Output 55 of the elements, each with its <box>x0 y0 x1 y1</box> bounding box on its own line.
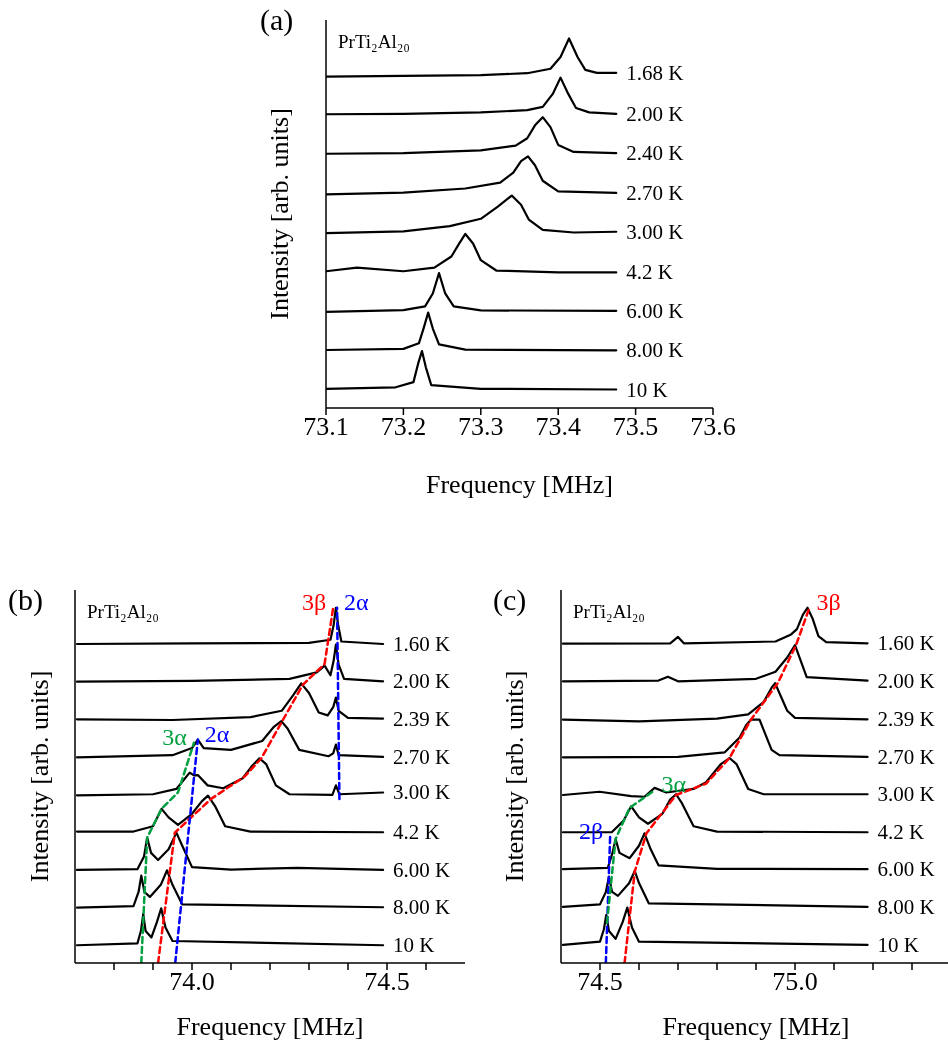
series-label: 3β <box>301 588 327 615</box>
y-axis-title: Intensity [arb. units] <box>265 108 294 320</box>
x-axis-title: Frequency [MHz] <box>662 1012 850 1041</box>
series-label: 10 K <box>393 933 435 958</box>
x-axis-title: Frequency [MHz] <box>176 1012 364 1041</box>
series-label: 3α <box>661 771 687 798</box>
annotation: PrTi₂Al₂₀ <box>87 601 159 622</box>
x-tick-label: 73.4 <box>535 412 581 442</box>
series-label: 1.68 K <box>626 60 684 85</box>
x-tick-label: 74.0 <box>169 967 215 997</box>
series-label: 6.00 K <box>877 857 935 882</box>
series-label: 2.70 K <box>877 744 935 769</box>
series-label: 8.00 K <box>393 895 451 920</box>
series-label: 8.00 K <box>626 338 684 363</box>
x-tick-label: 73.5 <box>612 412 659 442</box>
series-label: 4.2 K <box>626 260 673 285</box>
series-label: 2.00 K <box>877 668 935 693</box>
series-label: 2.40 K <box>626 141 684 166</box>
series-label: 2α <box>204 720 230 747</box>
chart-title: (c) <box>493 582 527 618</box>
series-label: 2.70 K <box>393 744 451 769</box>
x-tick-label: 74.5 <box>364 967 410 997</box>
y-axis-title: Intensity [arb. units] <box>25 670 54 883</box>
series-label: 4.2 K <box>393 820 440 845</box>
series-label: 4.2 K <box>877 820 925 845</box>
x-tick-label: 73.2 <box>380 412 427 442</box>
series-label: 3β <box>816 588 841 615</box>
series-label: 8.00 K <box>877 894 935 919</box>
series-label: 3.00 K <box>626 219 684 244</box>
series-label: 6.00 K <box>626 298 684 323</box>
x-axis-title: Frequency [MHz] <box>426 470 613 499</box>
x-tick-label: 75.0 <box>772 967 818 997</box>
annotation: PrTi₂Al₂₀ <box>338 31 410 52</box>
series-label: 3.00 K <box>393 780 451 805</box>
series-label: 2.00 K <box>626 101 684 126</box>
series-label: 2.39 K <box>877 707 935 732</box>
chart-title: (a) <box>260 2 294 38</box>
series-label: 10 K <box>877 932 919 957</box>
series-label: 2.39 K <box>393 706 451 731</box>
x-tick-label: 73.6 <box>690 412 736 442</box>
series-label: 3α <box>162 723 188 750</box>
x-tick-label: 73.3 <box>458 412 504 442</box>
series-label: 2α <box>344 588 370 615</box>
series-label: 1.60 K <box>393 632 451 656</box>
series-label: 1.60 K <box>877 631 935 656</box>
series-label: 2.70 K <box>626 180 684 205</box>
annotation: PrTi₂Al₂₀ <box>573 601 645 622</box>
series-label: 3.00 K <box>877 782 935 807</box>
series-label: 6.00 K <box>393 857 451 882</box>
series-label: 10 K <box>626 377 668 402</box>
series-label: 2.00 K <box>393 669 451 694</box>
x-tick-label: 74.5 <box>577 967 623 997</box>
x-tick-label: 73.1 <box>303 412 349 442</box>
chart-title: (b) <box>8 582 43 618</box>
y-axis-title: Intensity [arb. units] <box>500 670 529 883</box>
